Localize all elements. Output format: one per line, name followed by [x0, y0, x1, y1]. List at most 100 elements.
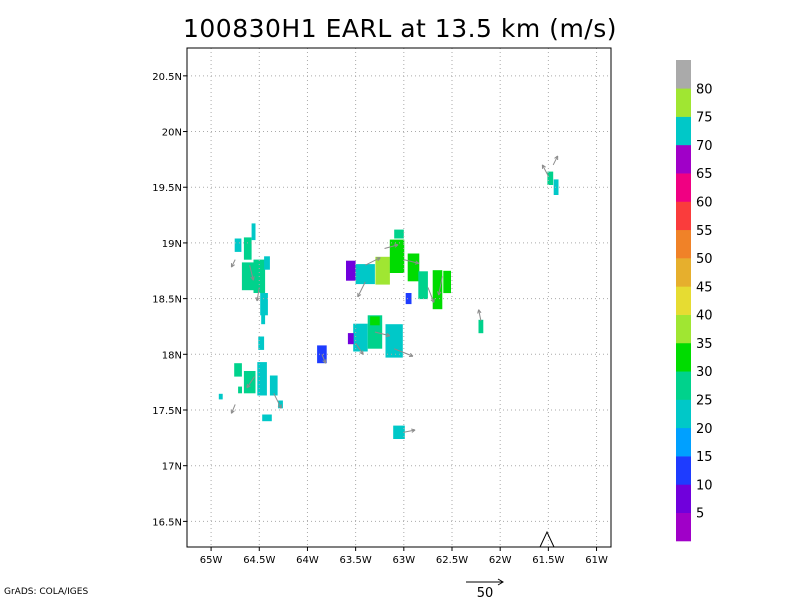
colorbar-label-7: 40	[696, 309, 713, 324]
y-tick-label-4: 18.5N	[152, 295, 182, 306]
data-cell-9	[243, 371, 256, 394]
data-cell-7	[261, 313, 266, 325]
colorbar-label-4: 25	[696, 394, 713, 409]
data-cell-32	[347, 333, 354, 345]
data-cell-25	[405, 293, 412, 305]
position-marker	[539, 530, 555, 548]
data-cell-28	[353, 323, 368, 352]
wind-vector-8	[403, 259, 420, 265]
wind-vector-9	[427, 287, 435, 303]
data-cell-36	[553, 179, 559, 195]
wind-vector-15	[321, 354, 327, 364]
colorbar: 5 10 15 20 25 30 35 40 45 50 55 60 65 70 75 80	[676, 60, 713, 542]
data-cell-30	[385, 324, 403, 358]
wind-vector-17	[477, 309, 482, 321]
colorbar-label-6: 35	[696, 337, 713, 352]
x-tick-label-2: 64W	[296, 555, 319, 566]
data-cell-6	[251, 223, 256, 241]
data-cell-8	[234, 363, 242, 377]
colorbar-swatch-3	[676, 427, 691, 457]
wind-vector-13	[393, 348, 414, 358]
colorbar-label-3: 20	[696, 422, 713, 437]
data-cell-4	[260, 293, 268, 316]
colorbar-swatch-5	[676, 371, 691, 400]
y-tick-label-2: 17.5N	[152, 406, 182, 417]
reference-vector-label: 50	[477, 586, 494, 600]
data-cell-21	[407, 253, 420, 282]
x-tick-label-6: 62W	[489, 555, 512, 566]
data-cell-24	[443, 270, 451, 294]
wind-vector-14	[355, 342, 364, 355]
data-cell-33	[393, 425, 405, 439]
wind-vector-16	[403, 428, 416, 433]
plot-frame	[186, 47, 612, 548]
data-cell-18	[355, 264, 375, 285]
data-cell-19	[375, 256, 390, 285]
data-cell-1	[243, 237, 252, 260]
credit-text: GrADS: COLA/IGES	[4, 587, 89, 597]
y-tick-label-7: 20N	[162, 128, 182, 139]
reference-vector: 50	[466, 578, 504, 600]
data-cells	[218, 171, 559, 439]
data-cell-15	[218, 393, 223, 400]
data-cell-12	[258, 336, 265, 350]
y-tick-label-3: 18N	[162, 350, 182, 361]
grid-lines	[187, 48, 611, 547]
y-tick-label-5: 19N	[162, 239, 182, 250]
colorbar-swatch-4	[676, 399, 691, 429]
colorbar-swatch-9	[676, 258, 691, 287]
x-tick-label-4: 63W	[393, 555, 416, 566]
colorbar-swatch-10	[676, 229, 691, 259]
colorbar-label-5: 30	[696, 365, 713, 380]
wind-vector-5	[230, 404, 236, 414]
x-tick-label-8: 61W	[585, 555, 608, 566]
y-tick-label-0: 16.5N	[152, 517, 182, 528]
colorbar-label-14: 75	[696, 111, 713, 126]
data-cell-0	[234, 238, 242, 252]
wind-vector-18	[541, 164, 549, 177]
wind-vector-3	[246, 376, 255, 389]
colorbar-label-1: 10	[696, 478, 713, 493]
x-tick-label-7: 61.5W	[532, 555, 564, 566]
colorbar-swatch-2	[676, 456, 691, 485]
data-cell-27	[317, 345, 327, 364]
data-cell-26	[394, 229, 404, 239]
x-tick-label-5: 62.5W	[436, 555, 468, 566]
data-cell-2	[241, 262, 254, 291]
data-cell-23	[432, 270, 443, 310]
data-cell-31	[370, 316, 380, 326]
y-tick-label-1: 17N	[162, 462, 182, 473]
data-cell-16	[238, 386, 242, 394]
colorbar-label-10: 55	[696, 224, 713, 239]
wind-vector-2	[255, 287, 260, 302]
colorbar-swatch-11	[676, 201, 691, 231]
chart-title: 100830H1 EARL at 13.5 km (m/s)	[183, 14, 617, 43]
data-cell-22	[418, 271, 428, 300]
colorbar-swatch-7	[676, 314, 691, 344]
colorbar-swatch-14	[676, 116, 691, 146]
colorbar-swatch-8	[676, 286, 691, 315]
colorbar-swatch-13	[676, 144, 691, 174]
data-cell-34	[478, 319, 484, 334]
data-cell-5	[264, 256, 270, 270]
data-cell-11	[269, 375, 278, 396]
wind-vectors	[230, 155, 559, 433]
wind-vector-6	[365, 257, 381, 266]
wind-vector-0	[230, 259, 236, 268]
wind-vector-10	[437, 276, 443, 296]
wind-vector-11	[357, 281, 366, 298]
x-tick-label-0: 65W	[200, 555, 223, 566]
wind-vector-12	[374, 331, 391, 338]
colorbar-swatch-16	[676, 60, 691, 89]
colorbar-swatch-6	[676, 342, 691, 372]
data-cell-17	[346, 260, 356, 281]
colorbar-label-0: 5	[696, 507, 704, 522]
data-cell-35	[547, 171, 554, 185]
y-tick-label-6: 19.5N	[152, 183, 182, 194]
colorbar-label-15: 80	[696, 82, 713, 97]
data-cell-13	[262, 414, 272, 422]
data-cell-20	[389, 239, 405, 273]
colorbar-swatch-12	[676, 173, 691, 202]
colorbar-swatch-1	[676, 484, 691, 513]
